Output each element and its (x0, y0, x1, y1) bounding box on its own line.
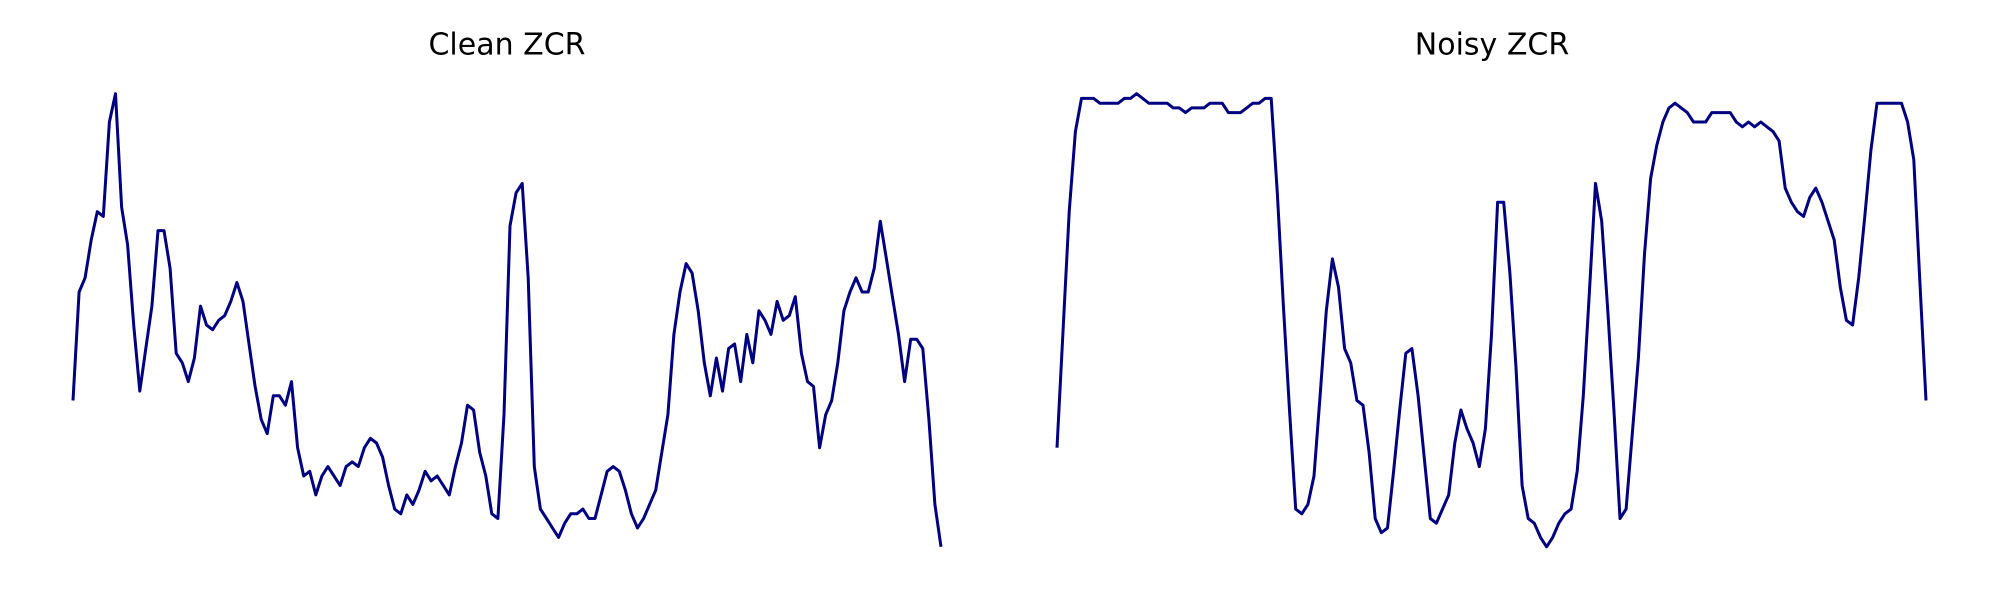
line-series (71, 92, 943, 548)
line-series (1055, 92, 1928, 549)
chart-title: Clean ZCR (428, 28, 585, 63)
chart-title: Noisy ZCR (1415, 28, 1569, 63)
